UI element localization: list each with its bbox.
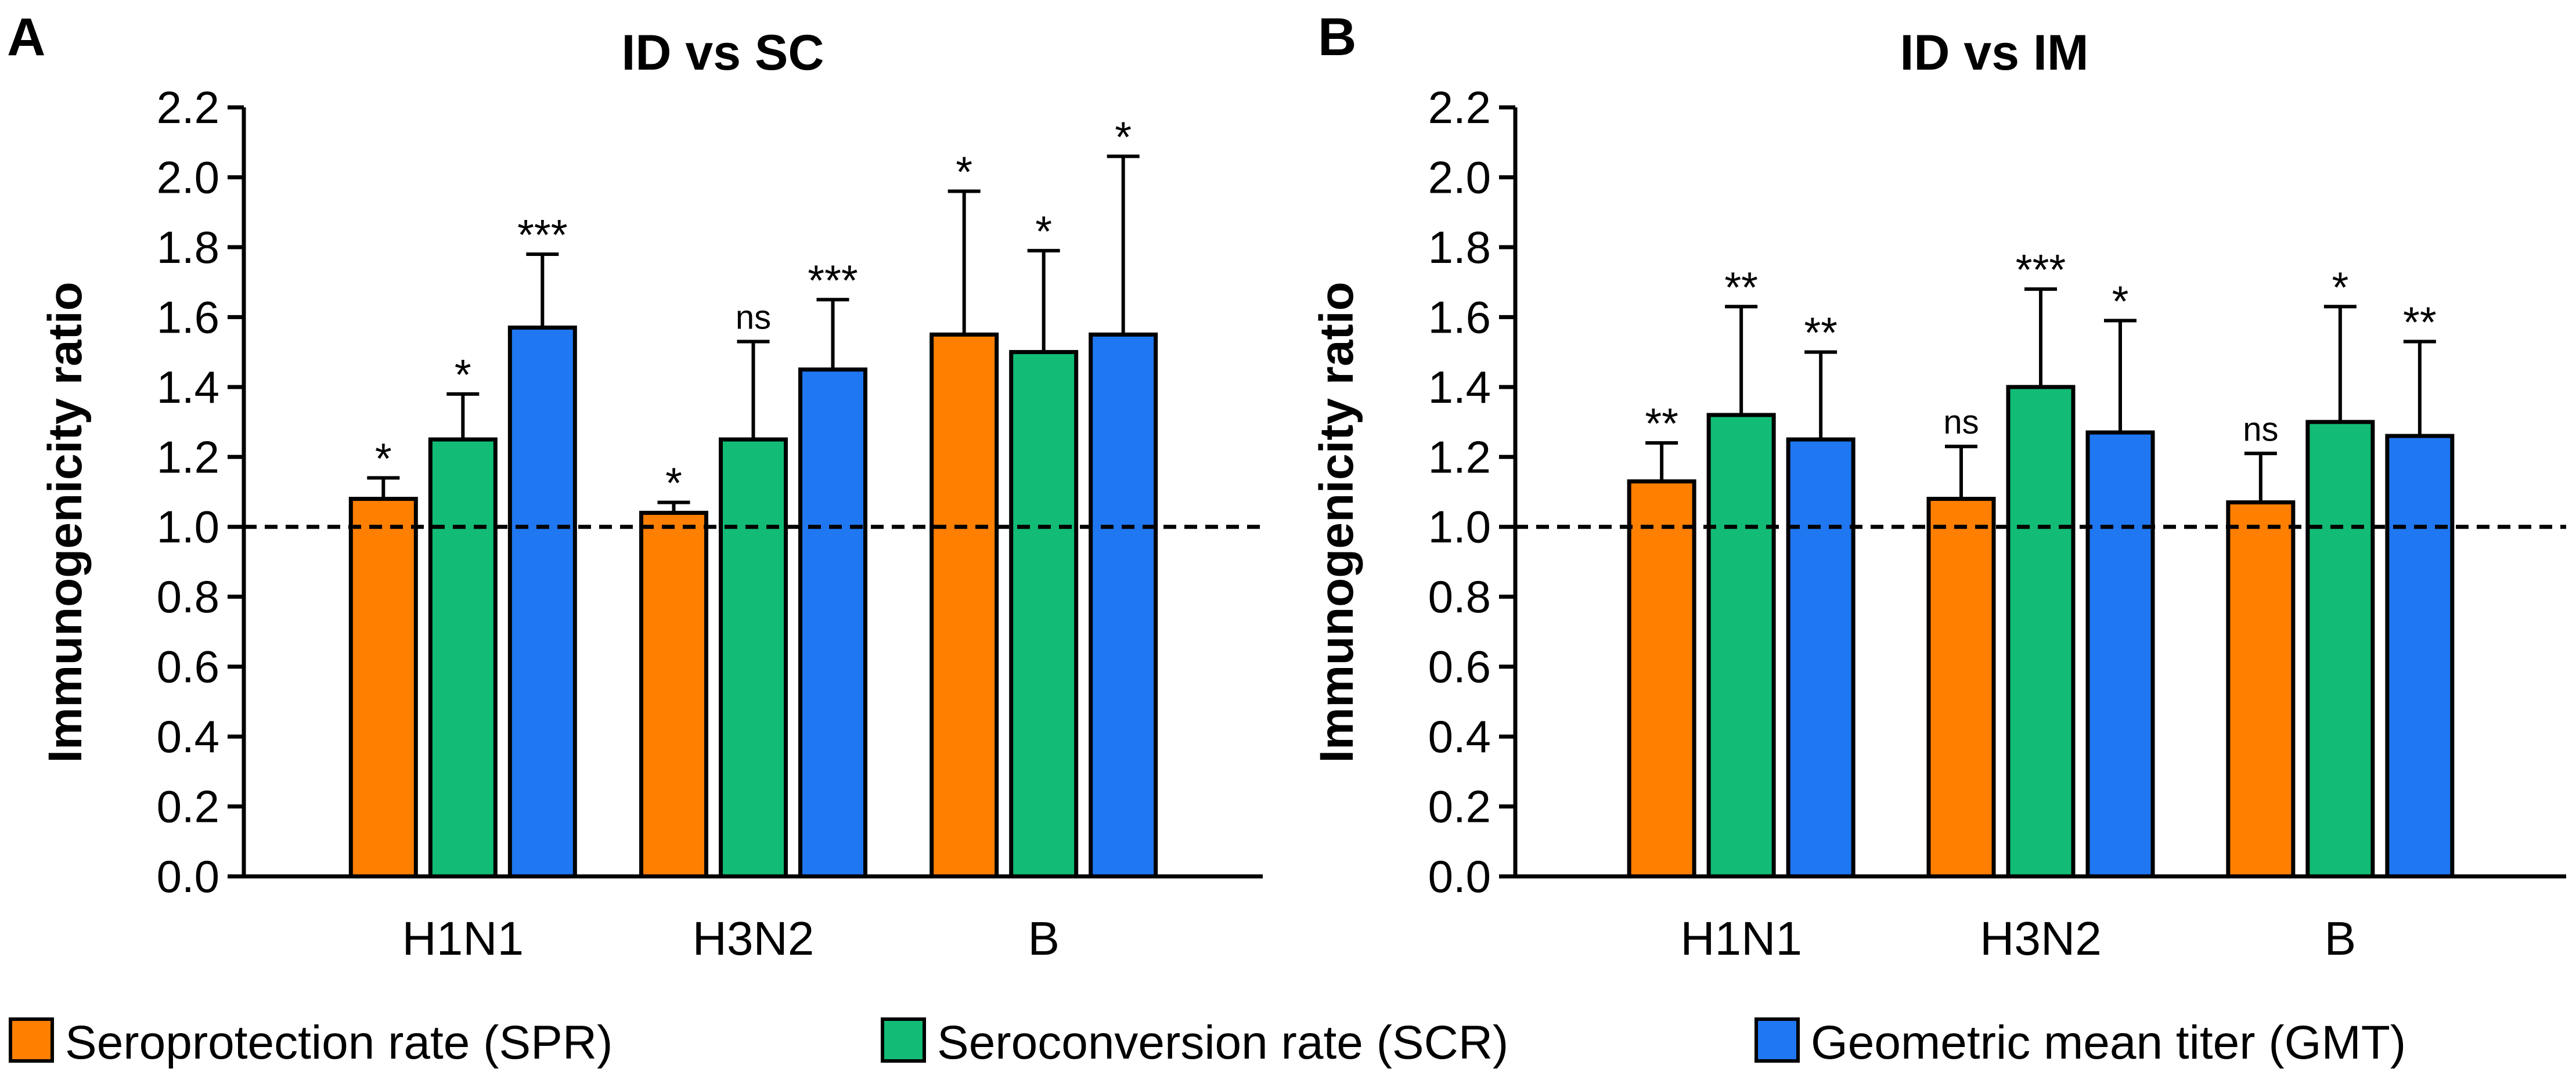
bar-gmt <box>2085 430 2155 879</box>
legend-item-spr: Seroprotection rate (SPR) <box>9 1016 613 1069</box>
panel-letter: B <box>1318 8 1356 67</box>
significance-label: * <box>956 148 972 196</box>
y-tick-label: 0.4 <box>157 711 219 762</box>
bar-gmt <box>1786 437 1856 879</box>
significance-label: *** <box>2016 246 2066 294</box>
y-tick-label: 0.2 <box>157 781 219 832</box>
legend-swatch <box>9 1017 54 1063</box>
legend-item-gmt: Geometric mean titer (GMT) <box>1754 1016 2406 1069</box>
bar-gmt <box>1089 332 1158 879</box>
panel-b: B ID vs IM Immunogenicity ratio 0.0 0.2 0.… <box>1310 8 2566 965</box>
y-tick-label: 1.2 <box>157 431 219 482</box>
panel-a: A ID vs SC Immunogenicity ratio 0.0 0.2 0.… <box>7 8 1263 965</box>
y-tick-label: 0.0 <box>157 851 219 902</box>
legend-label: Seroprotection rate (SPR) <box>65 1016 613 1069</box>
y-tick-label: 0.2 <box>1428 781 1491 832</box>
y-tick-label: 0.8 <box>1428 571 1491 622</box>
significance-label: * <box>2112 277 2129 325</box>
legend-swatch <box>881 1017 926 1063</box>
bar-spr <box>1627 479 1696 879</box>
significance-label: * <box>1115 113 1132 161</box>
legend-swatch <box>1754 1017 1800 1063</box>
significance-label: ns <box>2243 410 2278 448</box>
significance-label: ** <box>1645 399 1678 447</box>
y-tick-label: 0.0 <box>1428 851 1491 902</box>
bar-spr <box>348 497 418 879</box>
x-category-label: H3N2 <box>693 912 815 965</box>
bar-gmt <box>798 367 867 879</box>
significance-label: * <box>665 459 682 507</box>
y-tick-label: 1.0 <box>1428 501 1491 553</box>
y-axis-title: Immunogenicity ratio <box>1310 281 1363 763</box>
x-category-label: B <box>1028 912 1060 965</box>
legend: Seroprotection rate (SPR) Seroconversion… <box>9 1016 2406 1069</box>
significance-label: ** <box>1724 263 1758 311</box>
y-tick-label: 1.6 <box>157 291 219 342</box>
significance-label: *** <box>808 256 858 304</box>
bar-scr <box>1009 350 1079 879</box>
bar-scr <box>2006 385 2076 879</box>
x-category-label: B <box>2324 912 2356 965</box>
significance-label: * <box>2332 263 2348 311</box>
legend-label: Geometric mean titer (GMT) <box>1811 1016 2406 1069</box>
y-tick-label: 2.2 <box>1428 82 1491 133</box>
y-tick-label: 1.0 <box>157 501 219 553</box>
y-tick-label: 2.0 <box>1428 151 1491 203</box>
bar-gmt <box>507 325 577 879</box>
significance-label: * <box>375 434 392 482</box>
significance-label: * <box>1035 207 1052 255</box>
y-tick-label: 2.0 <box>157 151 219 203</box>
bar-scr <box>428 437 498 879</box>
significance-label: ** <box>1804 309 1838 357</box>
legend-label: Seroconversion rate (SCR) <box>937 1016 1508 1069</box>
significance-label: ** <box>2403 298 2437 346</box>
x-category-label: H1N1 <box>1680 912 1802 965</box>
legend-item-scr: Seroconversion rate (SCR) <box>881 1016 1508 1069</box>
bar-spr <box>639 511 708 879</box>
panel-letter: A <box>7 8 45 67</box>
y-tick-label: 0.6 <box>157 641 219 692</box>
y-tick-label: 1.2 <box>1428 431 1491 482</box>
y-axis-title: Immunogenicity ratio <box>39 281 92 763</box>
significance-label: *** <box>517 211 567 259</box>
y-tick-label: 2.2 <box>157 82 219 133</box>
bar-spr <box>929 332 999 879</box>
x-category-label: H3N2 <box>1980 912 2102 965</box>
y-tick-label: 1.8 <box>157 222 219 273</box>
bar-spr <box>2226 500 2296 879</box>
plot-area: 0.00.20.40.60.81.01.21.41.61.82.02.2****… <box>157 82 1263 965</box>
y-tick-label: 1.6 <box>1428 291 1491 342</box>
significance-label: ns <box>1943 403 1979 441</box>
bar-scr <box>719 437 788 879</box>
y-tick-label: 1.4 <box>1428 362 1491 413</box>
y-tick-label: 0.8 <box>157 571 219 622</box>
panel-title: ID vs IM <box>1900 25 2089 81</box>
bar-gmt <box>2385 434 2455 879</box>
significance-label: ns <box>736 299 771 337</box>
bar-scr <box>1706 413 1776 879</box>
y-tick-label: 0.4 <box>1428 711 1491 762</box>
panel-title: ID vs SC <box>622 25 824 81</box>
bar-scr <box>2305 420 2375 879</box>
bar-spr <box>1926 497 1996 879</box>
significance-label: * <box>455 351 471 399</box>
y-tick-label: 0.6 <box>1428 641 1491 692</box>
x-category-label: H1N1 <box>402 912 524 965</box>
plot-area: 0.00.20.40.60.81.01.21.41.61.82.02.2****… <box>1428 82 2566 965</box>
y-tick-label: 1.4 <box>157 362 219 413</box>
y-tick-label: 1.8 <box>1428 222 1491 273</box>
